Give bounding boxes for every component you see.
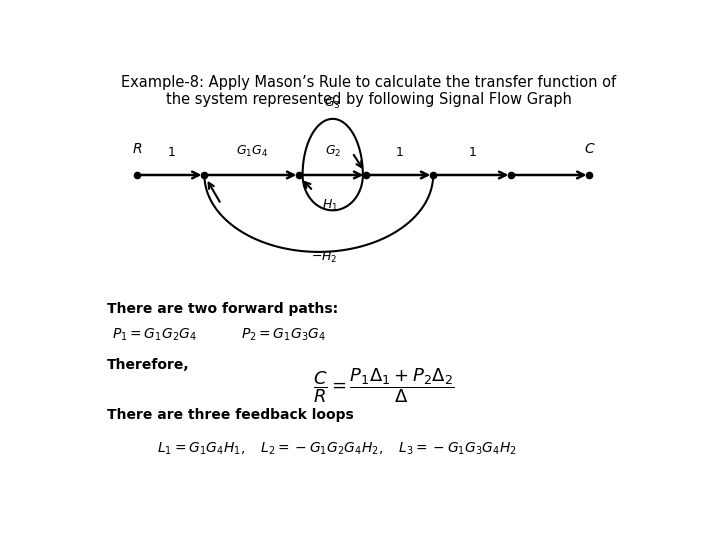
Text: Example-8: Apply Mason’s Rule to calculate the transfer function of: Example-8: Apply Mason’s Rule to calcula… (122, 75, 616, 90)
Text: $1$: $1$ (395, 146, 404, 159)
Text: $P_2 = G_1G_3G_4$: $P_2 = G_1G_3G_4$ (240, 327, 325, 343)
Text: $G_2$: $G_2$ (325, 144, 341, 159)
Text: Therefore,: Therefore, (107, 358, 189, 372)
Text: $L_1 = G_1G_4H_1,\quad L_2 = -G_1G_2G_4H_2,\quad L_3 = -G_1G_3G_4H_2$: $L_1 = G_1G_4H_1,\quad L_2 = -G_1G_2G_4H… (157, 441, 517, 457)
Text: $G_1G_4$: $G_1G_4$ (235, 144, 268, 159)
Text: $P_1 = G_1G_2G_4$: $P_1 = G_1G_2G_4$ (112, 327, 197, 343)
Text: There are two forward paths:: There are two forward paths: (107, 302, 338, 316)
Text: $H_1$: $H_1$ (322, 198, 338, 213)
Text: $R$: $R$ (132, 142, 143, 156)
Text: $1$: $1$ (166, 146, 175, 159)
Text: $\dfrac{C}{R} = \dfrac{P_1\Delta_1 + P_2\Delta_2}{\Delta}$: $\dfrac{C}{R} = \dfrac{P_1\Delta_1 + P_2… (313, 366, 455, 405)
Text: $-H_2$: $-H_2$ (311, 250, 338, 265)
Text: There are three feedback loops: There are three feedback loops (107, 408, 354, 422)
Text: $1$: $1$ (468, 146, 477, 159)
Text: $G_3$: $G_3$ (325, 96, 341, 111)
Text: $C$: $C$ (584, 142, 595, 156)
Text: the system represented by following Signal Flow Graph: the system represented by following Sign… (166, 92, 572, 107)
